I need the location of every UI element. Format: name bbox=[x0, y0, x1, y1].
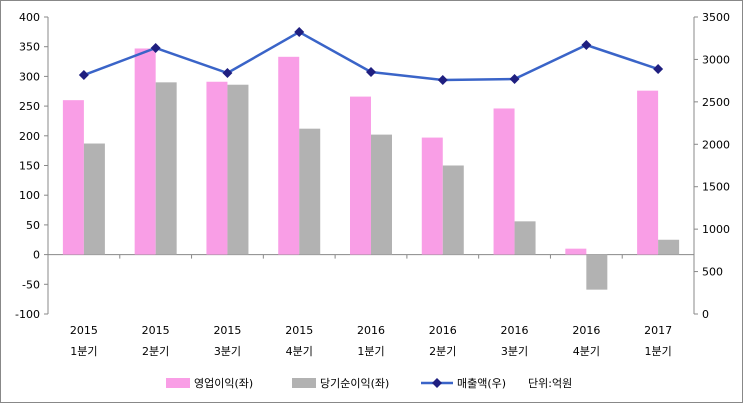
x-tick-label-quarter: 2분기 bbox=[429, 345, 456, 358]
x-tick-label-year: 2016 bbox=[501, 324, 529, 337]
bar-operating-profit bbox=[493, 108, 515, 255]
right-tick-label: 3000 bbox=[702, 53, 730, 66]
bar-operating-profit bbox=[62, 100, 84, 255]
revenue-marker bbox=[509, 74, 520, 85]
bar-net-income bbox=[442, 165, 464, 255]
x-tick-label-quarter: 1분기 bbox=[357, 345, 384, 358]
revenue-marker bbox=[437, 75, 448, 86]
bar-net-income bbox=[658, 239, 680, 255]
x-tick-label-year: 2016 bbox=[572, 324, 600, 337]
left-tick-label: 350 bbox=[19, 41, 40, 54]
legend-label-revenue: 매출액(우) bbox=[457, 377, 506, 390]
right-tick-label: 500 bbox=[702, 266, 723, 279]
bar-net-income bbox=[299, 128, 321, 255]
x-tick-label-year: 2015 bbox=[70, 324, 98, 337]
x-tick-label-year: 2015 bbox=[213, 324, 241, 337]
bar-operating-profit bbox=[637, 90, 659, 255]
left-tick-label: 150 bbox=[19, 160, 40, 173]
revenue-marker bbox=[653, 64, 664, 75]
legend-swatch-operating-profit bbox=[166, 378, 190, 388]
legend-swatch-net-income bbox=[292, 378, 316, 388]
legend-label-net-income: 당기순이익(좌) bbox=[320, 377, 389, 390]
unit-note: 단위:억원 bbox=[528, 377, 572, 390]
right-tick-label: 2000 bbox=[702, 138, 730, 151]
x-tick-label-quarter: 3분기 bbox=[214, 345, 241, 358]
bar-operating-profit bbox=[134, 48, 156, 255]
bar-net-income bbox=[83, 143, 105, 255]
left-tick-label: 200 bbox=[19, 130, 40, 143]
legend-label-operating-profit: 영업이익(좌) bbox=[194, 377, 253, 390]
x-tick-label-year: 2016 bbox=[357, 324, 385, 337]
bar-net-income bbox=[371, 134, 392, 255]
left-tick-label: 400 bbox=[19, 11, 40, 24]
left-tick-label: 0 bbox=[33, 249, 40, 262]
x-tick-label-quarter: 4분기 bbox=[286, 345, 313, 358]
bar-operating-profit bbox=[421, 137, 443, 255]
left-tick-label: -50 bbox=[22, 278, 40, 291]
x-tick-label-quarter: 2분기 bbox=[142, 345, 169, 358]
x-tick-label-year: 2016 bbox=[429, 324, 457, 337]
revenue-marker bbox=[366, 66, 376, 77]
left-tick-label: 100 bbox=[19, 189, 40, 202]
x-tick-label-year: 2015 bbox=[142, 324, 170, 337]
right-tick-label: 3500 bbox=[702, 11, 730, 24]
bar-operating-profit bbox=[278, 56, 300, 255]
bar-operating-profit bbox=[350, 96, 371, 255]
bar-operating-profit bbox=[565, 248, 587, 255]
bar-net-income bbox=[514, 221, 536, 255]
x-tick-label-year: 2017 bbox=[644, 324, 672, 337]
x-tick-label-quarter: 1분기 bbox=[644, 345, 671, 358]
x-tick-label-year: 2015 bbox=[285, 324, 313, 337]
left-tick-label: 50 bbox=[26, 219, 40, 232]
revenue-marker bbox=[294, 27, 305, 38]
bar-operating-profit bbox=[206, 81, 228, 255]
left-tick-label: 300 bbox=[19, 70, 40, 83]
right-tick-label: 0 bbox=[702, 308, 709, 321]
revenue-marker bbox=[150, 42, 161, 53]
x-tick-label-quarter: 4분기 bbox=[573, 345, 600, 358]
x-tick-label-quarter: 1분기 bbox=[70, 345, 97, 358]
revenue-marker bbox=[78, 70, 89, 81]
left-tick-label: 250 bbox=[19, 100, 40, 113]
bar-net-income bbox=[227, 84, 249, 255]
legend-marker-revenue bbox=[432, 378, 442, 388]
right-tick-label: 1000 bbox=[702, 223, 730, 236]
bar-net-income bbox=[586, 254, 608, 290]
bar-net-income bbox=[155, 82, 177, 255]
revenue-marker bbox=[222, 68, 233, 79]
revenue-marker bbox=[581, 40, 592, 51]
right-tick-label: 1500 bbox=[702, 181, 730, 194]
left-tick-label: -100 bbox=[15, 308, 40, 321]
x-tick-label-quarter: 3분기 bbox=[501, 345, 528, 358]
right-tick-label: 2500 bbox=[702, 96, 730, 109]
